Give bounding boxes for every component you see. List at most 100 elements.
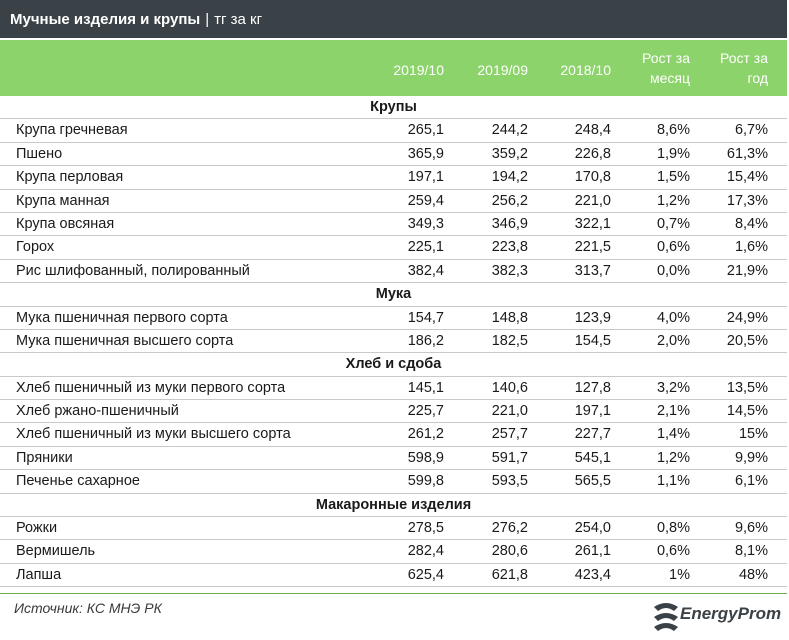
cell-value: 276,2	[491, 520, 528, 537]
column-header-line: 2019/10	[393, 62, 444, 78]
cell-value: 17,3%	[726, 192, 768, 209]
cell-value: 15,4%	[726, 169, 768, 186]
row-label: Мука пшеничная первого сорта	[16, 309, 228, 326]
title-separator: |	[205, 10, 210, 28]
column-header-line: Рост за	[719, 50, 768, 66]
cell-value: 186,2	[407, 332, 444, 349]
cell-value: 226,8	[574, 145, 611, 162]
cell-value: 1,1%	[656, 473, 690, 490]
table-row: Пряники 598,9 591,7 545,1 1,2% 9,9%	[0, 447, 787, 471]
cell-value: 221,0	[491, 403, 528, 420]
table-header: 2019/10 2019/09 2018/10 Рост за месяц Рост за…	[0, 40, 787, 96]
cell-value: 21,9%	[726, 262, 768, 279]
table-row: Крупа перловая 197,1 194,2 170,8 1,5% 15,4%	[0, 166, 787, 190]
cell-value: 278,5	[407, 520, 444, 537]
table-row: Рис шлифованный, полированный 382,4 382,3 3…	[0, 260, 787, 284]
row-label: Крупа овсяная	[16, 215, 115, 232]
cell-value: 261,1	[574, 543, 611, 560]
cell-value: 20,5%	[726, 332, 768, 349]
table-row: Хлеб ржано-пшеничный 225,7 221,0 197,1 2,1% 1…	[0, 400, 787, 424]
table-row: Горох 225,1 223,8 221,5 0,6% 1,6%	[0, 236, 787, 260]
cell-value: 259,4	[407, 192, 444, 209]
cell-value: 382,3	[491, 262, 528, 279]
cell-value: 591,7	[491, 449, 528, 466]
cell-value: 182,5	[491, 332, 528, 349]
cell-value: 197,1	[574, 403, 611, 420]
cell-value: 221,0	[574, 192, 611, 209]
cell-value: 346,9	[491, 215, 528, 232]
cell-value: 8,1%	[734, 543, 768, 560]
table-row: Крупа гречневая 265,1 244,2 248,4 8,6% 6,7%	[0, 119, 787, 143]
table-row: Лапша 625,4 621,8 423,4 1% 48%	[0, 564, 787, 588]
cell-value: 9,9%	[734, 449, 768, 466]
table-row: Крупа овсяная 349,3 346,9 322,1 0,7% 8,4%	[0, 213, 787, 237]
cell-value: 4,0%	[656, 309, 690, 326]
table-row: Мука пшеничная высшего сорта 186,2 182,5 15…	[0, 330, 787, 354]
cell-value: 349,3	[407, 215, 444, 232]
cell-value: 225,1	[407, 239, 444, 256]
cell-value: 9,6%	[734, 520, 768, 537]
logo-mark-icon	[654, 603, 678, 631]
cell-value: 221,5	[574, 239, 611, 256]
cell-value: 6,7%	[734, 122, 768, 139]
row-label: Вермишель	[16, 543, 96, 560]
cell-value: 61,3%	[726, 145, 768, 162]
cell-value: 0,6%	[656, 543, 690, 560]
title-bar: Мучные изделия и крупы | тг за кг	[0, 0, 787, 38]
row-label: Крупа манная	[16, 192, 110, 209]
unit-label: тг за кг	[214, 10, 263, 28]
cell-value: 1,9%	[656, 145, 690, 162]
cell-value: 1,6%	[734, 239, 768, 256]
row-label: Лапша	[16, 566, 62, 583]
cell-value: 248,4	[574, 122, 611, 139]
cell-value: 2,1%	[656, 403, 690, 420]
cell-value: 48%	[738, 566, 768, 583]
cell-value: 8,4%	[734, 215, 768, 232]
cell-value: 244,2	[491, 122, 528, 139]
cell-value: 24,9%	[726, 309, 768, 326]
table-row: Пшено 365,9 359,2 226,8 1,9% 61,3%	[0, 143, 787, 167]
cell-value: 0,8%	[656, 520, 690, 537]
cell-value: 261,2	[407, 426, 444, 443]
page-title: Мучные изделия и крупы	[10, 10, 201, 28]
column-header-4: Рост за год	[688, 48, 768, 88]
cell-value: 565,5	[574, 473, 611, 490]
cell-value: 145,1	[407, 379, 444, 396]
cell-value: 257,7	[491, 426, 528, 443]
row-label: Крупа перловая	[16, 169, 124, 186]
cell-value: 15%	[738, 426, 768, 443]
column-header-2: 2018/10	[531, 60, 611, 80]
cell-value: 148,8	[491, 309, 528, 326]
cell-value: 313,7	[574, 262, 611, 279]
cell-value: 123,9	[574, 309, 611, 326]
cell-value: 359,2	[491, 145, 528, 162]
cell-value: 0,6%	[656, 239, 690, 256]
cell-value: 365,9	[407, 145, 444, 162]
row-label: Рожки	[16, 520, 58, 537]
cell-value: 194,2	[491, 169, 528, 186]
table-row: Рожки 278,5 276,2 254,0 0,8% 9,6%	[0, 517, 787, 541]
row-label: Печенье сахарное	[16, 473, 140, 490]
column-header-line: Рост за	[641, 50, 690, 66]
cell-value: 382,4	[407, 262, 444, 279]
cell-value: 1,2%	[656, 192, 690, 209]
cell-value: 223,8	[491, 239, 528, 256]
cell-value: 282,4	[407, 543, 444, 560]
cell-value: 1,4%	[656, 426, 690, 443]
logo-text: EnergyProm	[680, 604, 782, 623]
table-row: Вермишель 282,4 280,6 261,1 0,6% 8,1%	[0, 540, 787, 564]
row-label: Хлеб ржано-пшеничный	[16, 403, 179, 420]
cell-value: 593,5	[491, 473, 528, 490]
cell-value: 256,2	[491, 192, 528, 209]
cell-value: 621,8	[491, 566, 528, 583]
source-note: Источник: КС МНЭ РК	[14, 600, 162, 616]
row-label: Хлеб пшеничный из муки первого сорта	[16, 379, 286, 396]
cell-value: 3,2%	[656, 379, 690, 396]
cell-value: 625,4	[407, 566, 444, 583]
cell-value: 254,0	[574, 520, 611, 537]
row-label: Горох	[16, 239, 55, 256]
energyprom-logo: EnergyProm	[652, 596, 782, 636]
cell-value: 227,7	[574, 426, 611, 443]
cell-value: 599,8	[407, 473, 444, 490]
